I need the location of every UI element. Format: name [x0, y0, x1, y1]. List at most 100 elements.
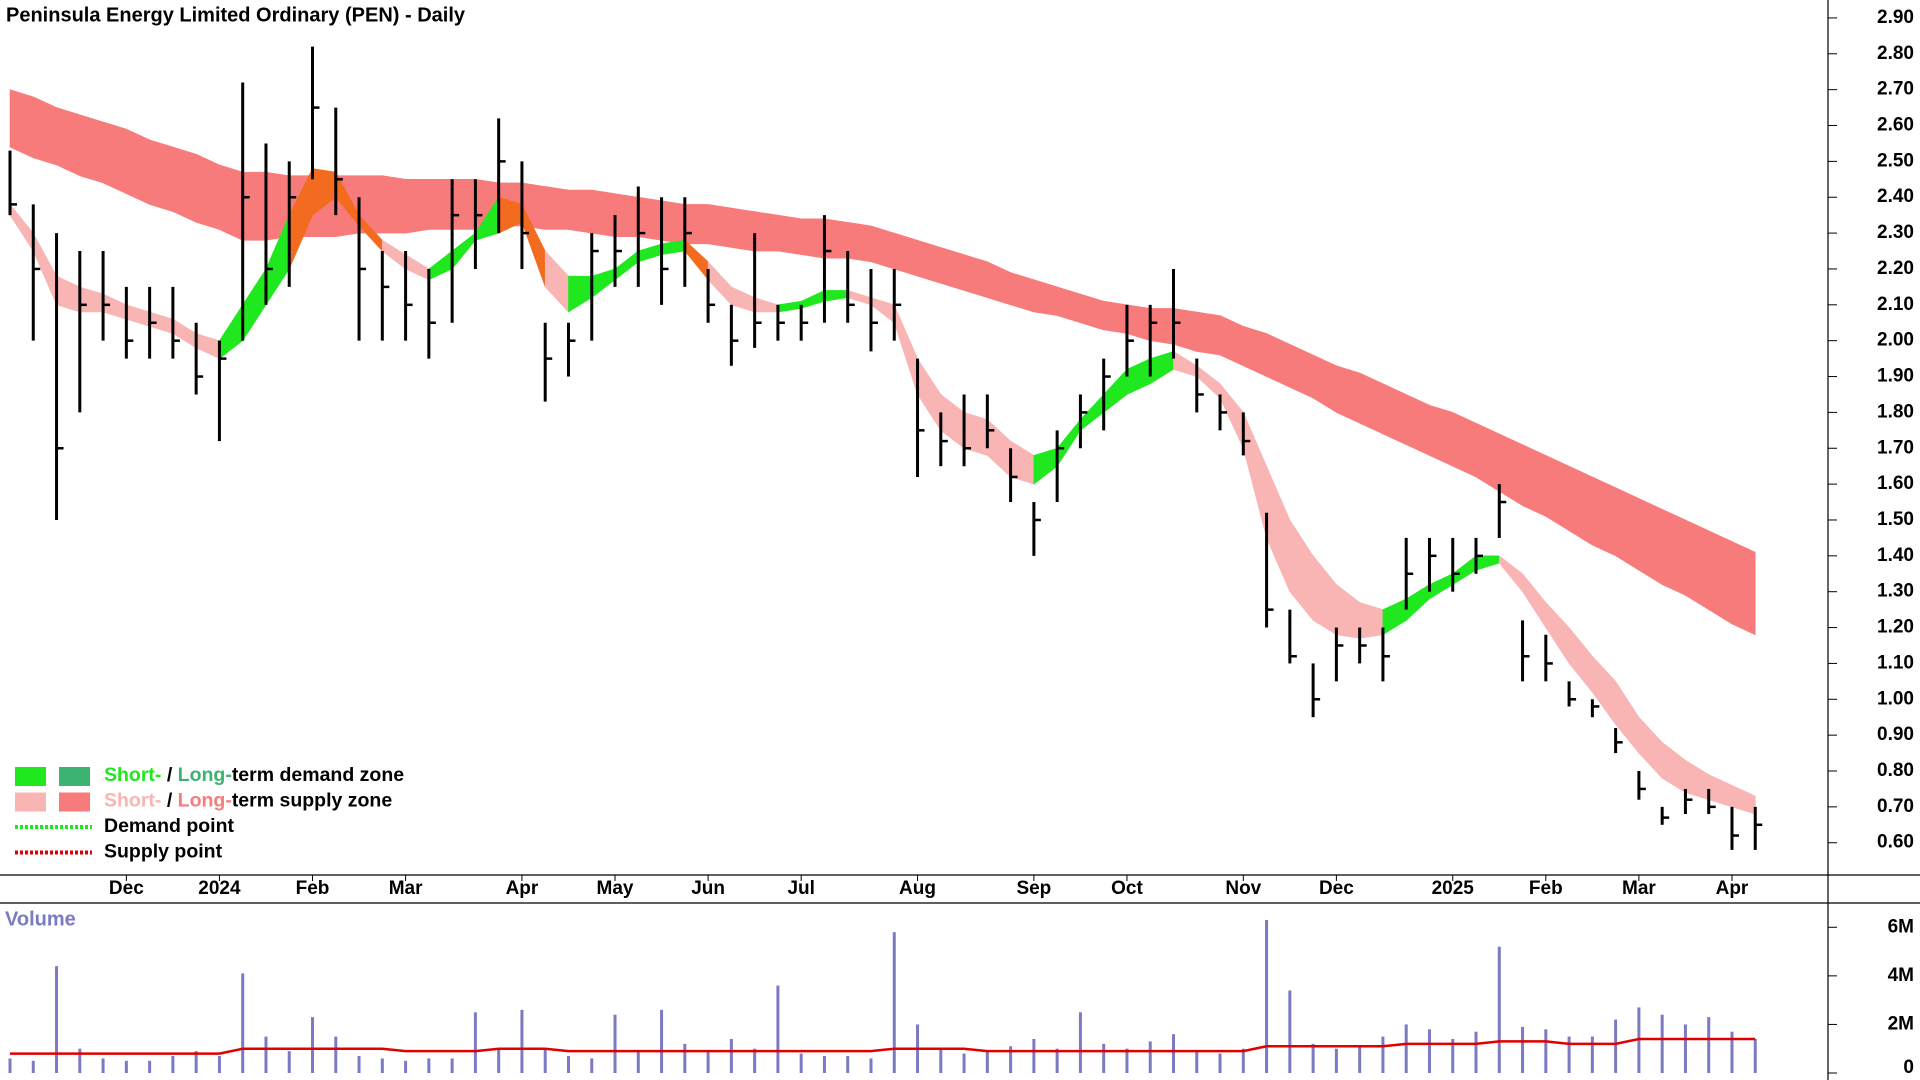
volume-bar	[1265, 920, 1269, 1073]
volume-bar	[869, 1058, 873, 1073]
volume-bar	[1078, 1012, 1082, 1073]
short-term-band	[9, 168, 1756, 815]
volume-bar	[962, 1053, 966, 1073]
x-tick-label: Sep	[1016, 878, 1051, 899]
short-term-zone	[568, 275, 593, 313]
short-term-zone	[242, 267, 267, 342]
short-term-zone	[1382, 598, 1407, 636]
volume-bar	[497, 1048, 501, 1073]
short-term-zone	[1359, 602, 1384, 639]
short-term-zone	[847, 290, 872, 306]
y-tick-label: 4M	[1888, 965, 1914, 986]
volume-bar	[1521, 1026, 1525, 1073]
long-term-zone	[824, 218, 849, 259]
volume-bar	[404, 1060, 408, 1073]
short-term-zone	[800, 290, 825, 309]
short-term-zone	[382, 239, 406, 270]
long-term-zone	[1033, 279, 1058, 316]
long-term-zone	[1359, 372, 1384, 435]
short-term-zone	[1731, 784, 1756, 815]
volume-bar	[776, 985, 780, 1073]
volume-bar	[1404, 1024, 1408, 1073]
x-tick-label: Aug	[899, 878, 936, 899]
long-term-zone	[428, 179, 453, 230]
long-term-zone	[777, 214, 802, 255]
x-tick-label: 2025	[1432, 878, 1475, 899]
long-term-zone	[1661, 508, 1686, 596]
y-tick-label: 1.90	[1877, 366, 1914, 387]
long-term-zone	[754, 211, 779, 252]
volume-bar	[1311, 1043, 1315, 1073]
short-term-zone	[1033, 447, 1058, 485]
y-tick-label: 0.80	[1877, 760, 1914, 781]
long-term-zone	[1243, 325, 1267, 378]
long-term-zone	[1545, 454, 1570, 532]
legend-text: Short-	[104, 764, 161, 786]
volume-bar	[264, 1036, 268, 1073]
volume-bar	[543, 1048, 547, 1073]
short-term-zone	[1498, 555, 1523, 593]
long-term-zone	[568, 189, 593, 234]
volume-bars	[8, 920, 1757, 1073]
short-term-zone	[79, 286, 104, 313]
volume-bar	[520, 1009, 524, 1073]
long-term-zone	[126, 128, 150, 205]
long-term-zone	[9, 89, 34, 159]
long-term-zone	[1266, 333, 1291, 388]
long-term-zone	[1080, 293, 1104, 331]
volume-bar	[1195, 1051, 1199, 1073]
long-term-zone	[614, 193, 639, 237]
volume-bar	[1148, 1041, 1152, 1073]
long-term-zone	[1196, 311, 1221, 356]
volume-bar	[217, 1056, 221, 1073]
volume-bar	[241, 973, 245, 1073]
volume-bar	[427, 1058, 431, 1073]
long-term-zone	[1429, 404, 1454, 467]
short-term-zone	[1522, 572, 1547, 629]
y-tick-label: 1.20	[1877, 617, 1914, 638]
long-term-zone	[382, 175, 406, 234]
volume-bar	[1590, 1036, 1594, 1073]
volume-bar	[1172, 1034, 1175, 1073]
chart-title: Peninsula Energy Limited Ordinary (PEN) …	[6, 4, 466, 26]
short-term-zone	[987, 418, 1011, 478]
volume-bar	[1544, 1029, 1548, 1073]
short-term-zone	[731, 286, 755, 313]
y-tick-label: 2.60	[1877, 115, 1914, 136]
volume-bar	[1567, 1036, 1571, 1073]
price-bars	[8, 46, 1763, 850]
long-term-zone	[661, 200, 686, 245]
long-term-zone	[405, 179, 430, 234]
volume-bar	[450, 1058, 454, 1073]
volume-bar	[590, 1058, 594, 1073]
short-term-zone	[195, 333, 220, 360]
short-term-zone	[777, 300, 802, 313]
y-tick-label: 0.60	[1877, 832, 1914, 853]
volume-bar	[1683, 1024, 1687, 1073]
y-tick-label: 2.20	[1877, 258, 1914, 279]
long-term-zone	[963, 254, 988, 299]
long-term-zone	[893, 232, 918, 277]
short-term-zone	[1056, 418, 1081, 468]
short-term-zone	[1685, 759, 1710, 801]
long-term-zone	[731, 207, 755, 252]
x-tick-label: Mar	[389, 878, 423, 899]
volume-bar	[939, 1048, 943, 1073]
volume-bar	[1614, 1019, 1618, 1073]
y-tick-label: 1.30	[1877, 581, 1914, 602]
long-term-zone	[1638, 497, 1663, 586]
legend-swatch	[59, 792, 90, 812]
volume-bar	[473, 1012, 477, 1073]
long-term-zone	[940, 247, 965, 291]
long-term-zone	[1219, 315, 1244, 367]
short-term-zone	[614, 250, 639, 281]
long-term-zone	[195, 153, 220, 230]
short-term-zone	[1312, 554, 1337, 636]
long-term-zone	[707, 204, 732, 248]
legend-label: Short- / Long-term demand zone	[104, 764, 404, 786]
long-term-zone	[1312, 354, 1337, 413]
long-term-zone	[870, 225, 895, 270]
short-term-zone	[1568, 626, 1593, 693]
legend-text: Long-	[178, 764, 232, 786]
long-term-zone	[56, 107, 81, 177]
